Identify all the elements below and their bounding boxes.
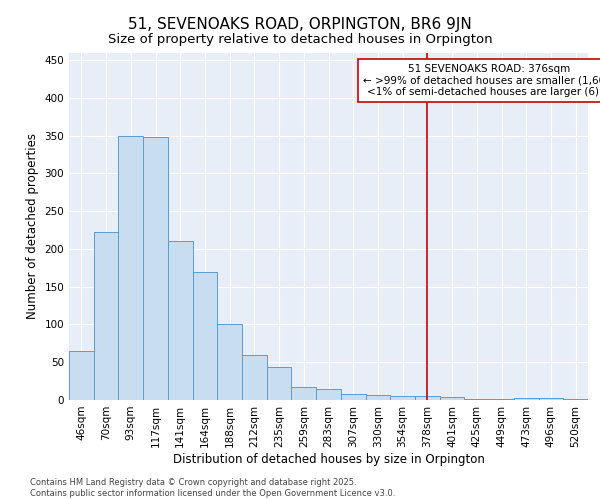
Bar bbox=[242, 354, 267, 400]
Text: Size of property relative to detached houses in Orpington: Size of property relative to detached ho… bbox=[107, 32, 493, 46]
Bar bbox=[94, 232, 118, 400]
Bar bbox=[118, 136, 143, 400]
Bar bbox=[69, 351, 94, 400]
Bar bbox=[341, 394, 365, 400]
X-axis label: Distribution of detached houses by size in Orpington: Distribution of detached houses by size … bbox=[173, 452, 484, 466]
Bar bbox=[193, 272, 217, 400]
Bar bbox=[316, 388, 341, 400]
Bar bbox=[390, 396, 415, 400]
Bar bbox=[539, 398, 563, 400]
Bar bbox=[514, 398, 539, 400]
Bar bbox=[489, 399, 514, 400]
Text: Contains HM Land Registry data © Crown copyright and database right 2025.
Contai: Contains HM Land Registry data © Crown c… bbox=[30, 478, 395, 498]
Bar bbox=[415, 396, 440, 400]
Bar bbox=[563, 399, 588, 400]
Text: 51, SEVENOAKS ROAD, ORPINGTON, BR6 9JN: 51, SEVENOAKS ROAD, ORPINGTON, BR6 9JN bbox=[128, 18, 472, 32]
Bar bbox=[267, 367, 292, 400]
Bar bbox=[143, 137, 168, 400]
Bar bbox=[292, 387, 316, 400]
Bar bbox=[168, 242, 193, 400]
Bar bbox=[365, 396, 390, 400]
Bar bbox=[464, 399, 489, 400]
Text: 51 SEVENOAKS ROAD: 376sqm
← >99% of detached houses are smaller (1,602)
<1% of s: 51 SEVENOAKS ROAD: 376sqm ← >99% of deta… bbox=[363, 64, 600, 97]
Bar bbox=[217, 324, 242, 400]
Y-axis label: Number of detached properties: Number of detached properties bbox=[26, 133, 39, 320]
Bar bbox=[440, 397, 464, 400]
